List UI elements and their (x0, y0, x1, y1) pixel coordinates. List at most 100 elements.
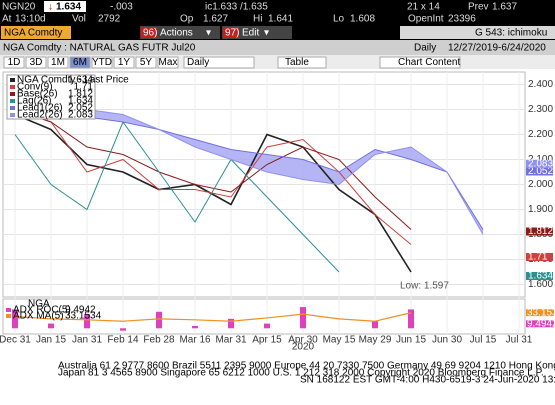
range-button[interactable] (91, 56, 113, 69)
range-label: 1D (8, 57, 21, 68)
legend-label: ADX ROC(5) (13, 305, 71, 316)
last-box (44, 1, 86, 12)
legend-value: 1.634 (68, 96, 93, 107)
table-button[interactable] (277, 56, 327, 69)
security-field[interactable] (1, 26, 71, 39)
annotation: Low: 1.597 (400, 281, 449, 292)
bar (156, 311, 162, 329)
legend-swatch (6, 308, 11, 312)
y-tick-label: 1.600 (528, 279, 553, 290)
x-tick-label: May 15 (323, 335, 356, 346)
y-tick-label: 2.400 (528, 79, 553, 90)
range-label: Max (159, 57, 178, 68)
range-button[interactable] (25, 56, 47, 69)
change: -.003 (110, 2, 133, 13)
vol: 2792 (98, 14, 121, 25)
content-button[interactable] (379, 56, 461, 69)
at-label: At (2, 14, 12, 25)
x-tick-label: Feb 14 (107, 335, 139, 346)
lo: 1.608 (350, 14, 375, 25)
value-tag (526, 253, 553, 261)
y-tick-label: 1.900 (528, 204, 553, 215)
legend-value: 2.052 (68, 103, 93, 114)
bar (12, 309, 18, 329)
actions-num-bg (141, 27, 157, 38)
security: NGA Comdty (4, 28, 62, 39)
range-label: 5Y (140, 57, 153, 68)
x-tick-label: Mar 31 (215, 335, 247, 346)
period: Daily (414, 43, 436, 54)
bar (192, 325, 198, 329)
legend-swatch (10, 78, 15, 82)
actions-num: 96) (143, 28, 157, 39)
y-tick-label: 2.000 (528, 179, 553, 190)
legend-value: 2.083 (68, 110, 93, 121)
legend-value: 1.71 (74, 82, 94, 93)
y-tick-label: 2.100 (528, 154, 553, 165)
ask: /1.635 (240, 2, 268, 13)
x-tick-label: Jul 15 (470, 335, 497, 346)
footer: Australia 61 2 9777 8600 Brazil 5511 239… (58, 361, 555, 372)
op-label: Op (180, 14, 194, 25)
caret: ▾ (206, 28, 211, 39)
actions-button[interactable] (140, 26, 220, 39)
legend (6, 74, 96, 120)
legend-label: Conv(9) (17, 82, 53, 93)
range-label: YTD (92, 57, 112, 68)
frequency: Daily (187, 57, 209, 68)
value-tag-label: 1.634 (528, 271, 553, 282)
prev-label: Prev (468, 2, 489, 13)
range-button[interactable] (69, 56, 91, 69)
legend-label: NGA Comdty - Last Price (17, 75, 129, 86)
series-line (14, 312, 412, 322)
x-tick-label: Apr 15 (252, 335, 282, 346)
bar (300, 307, 306, 329)
x-tick-label: Jul 31 (506, 335, 533, 346)
edit-num: 97) (225, 28, 239, 39)
oi-label: OpenInt (408, 14, 444, 25)
bar (120, 328, 126, 331)
series-line (14, 113, 412, 273)
footer: Japan 81 3 4565 8900 Singapore 65 6212 1… (58, 368, 544, 379)
y-tick-label: 2.300 (528, 104, 553, 115)
value-tag (526, 272, 553, 280)
legend-swatch (10, 113, 15, 117)
last: 1.634 (56, 2, 81, 13)
bar (228, 318, 234, 329)
legend-label: ADX MA(5) (13, 311, 64, 322)
value-tag-label: 2.083 (528, 158, 553, 169)
subheader-bg (0, 40, 555, 55)
legend-label: Lead1(26) (17, 103, 63, 114)
table: Table (285, 57, 309, 68)
value-tag (526, 167, 553, 176)
actions: Actions (160, 28, 193, 39)
hi-label: Hi (253, 14, 262, 25)
range-button[interactable] (113, 56, 135, 69)
range-button[interactable] (47, 56, 69, 69)
edit-button[interactable] (222, 26, 292, 39)
range-button[interactable] (3, 56, 25, 69)
legend-label: Lead2(26) (17, 110, 63, 121)
bid: ic1.633 (205, 2, 238, 13)
year-label: 2020 (292, 342, 315, 353)
legend-value: 1.634 (68, 75, 93, 86)
x-tick-label: Jun 15 (396, 335, 426, 346)
op: 1.627 (203, 14, 228, 25)
frequency-button[interactable] (183, 56, 255, 69)
x-tick-label: Mar 16 (179, 335, 211, 346)
bar (48, 323, 54, 329)
value-tag-label: 33.1534 (527, 307, 555, 318)
range-button[interactable] (135, 56, 157, 69)
bar (84, 314, 90, 329)
range-button[interactable] (157, 56, 179, 69)
bar (264, 323, 270, 329)
legend-swatch (10, 85, 15, 89)
size: 21 x 14 (407, 2, 440, 13)
oi: 23396 (448, 14, 476, 25)
value-tag (526, 309, 554, 317)
legend-label: Lag(26) (17, 96, 51, 107)
legend-swatch (10, 92, 15, 96)
x-tick-label: Feb 28 (143, 335, 175, 346)
bar (408, 309, 414, 329)
